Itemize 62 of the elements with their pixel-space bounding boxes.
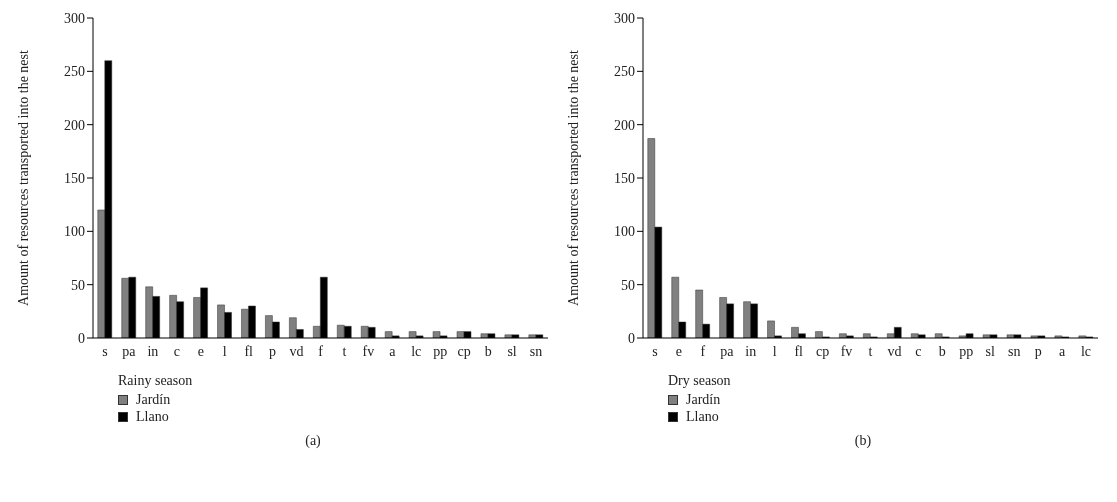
y-tick-label: 50: [621, 277, 635, 293]
y-tick-label: 300: [614, 10, 635, 26]
x-tick-label: sl: [985, 343, 996, 359]
x-tick-label: t: [868, 343, 873, 359]
y-tick-label: 250: [64, 64, 85, 80]
y-tick-label: 150: [64, 170, 85, 186]
x-tick-label: fv: [840, 343, 853, 359]
y-tick-label: 0: [78, 330, 85, 346]
legend-label: Jardín: [686, 391, 721, 408]
x-tick-label: s: [652, 343, 658, 359]
x-tick-label: p: [269, 343, 277, 359]
y-tick-label: 200: [64, 117, 85, 133]
legend-label: Llano: [136, 408, 169, 425]
y-tick-label: 0: [628, 330, 635, 346]
y-tick-label: 300: [64, 10, 85, 26]
x-tick-label: fl: [244, 343, 254, 359]
x-tick-label: p: [1034, 343, 1042, 359]
x-tick-label: in: [147, 343, 159, 359]
x-tick-label: c: [173, 343, 180, 359]
x-tick-label: fl: [794, 343, 804, 359]
x-tick-label: t: [342, 343, 347, 359]
x-tick-label: pa: [720, 343, 735, 359]
text: (a): [304, 433, 322, 449]
x-tick-label: sl: [507, 343, 517, 359]
x-tick-label: vd: [289, 343, 304, 359]
x-tick-label: pa: [122, 343, 137, 359]
y-tick-label: 200: [614, 117, 635, 133]
x-tick-label: l: [772, 343, 777, 359]
x-tick-label: vd: [887, 343, 902, 359]
y-tick-label: 100: [64, 224, 85, 240]
x-tick-label: pp: [959, 343, 974, 359]
y-tick-label: 100: [614, 224, 635, 240]
x-tick-label: b: [484, 343, 492, 359]
x-tick-label: fv: [362, 343, 375, 359]
x-tick-label: f: [700, 343, 706, 359]
y-axis-title: Amount of resources transported into the nest: [15, 49, 31, 306]
legend-title: Rainy season: [118, 373, 193, 389]
x-tick-label: cp: [457, 343, 471, 359]
x-tick-label: l: [222, 343, 227, 359]
x-tick-label: a: [1058, 343, 1066, 359]
x-tick-label: f: [318, 343, 324, 359]
x-tick-label: c: [915, 343, 922, 359]
x-tick-label: s: [102, 343, 108, 359]
legend-label: Jardín: [136, 391, 171, 408]
y-tick-label: 250: [614, 64, 635, 80]
x-tick-label: sn: [529, 343, 543, 359]
y-axis-title: Amount of resources transported into the nest: [565, 49, 581, 306]
y-tick-label: 50: [71, 277, 85, 293]
x-tick-label: b: [938, 343, 946, 359]
y-tick-label: 150: [614, 170, 635, 186]
legend-title: Dry season: [668, 373, 731, 389]
legend-label: Llano: [686, 408, 719, 425]
x-tick-label: sn: [1007, 343, 1021, 359]
text: (b): [853, 433, 873, 449]
x-tick-label: in: [745, 343, 757, 359]
x-tick-label: a: [389, 343, 397, 359]
x-tick-label: cp: [816, 343, 830, 359]
x-tick-label: e: [197, 343, 204, 359]
x-tick-label: e: [675, 343, 683, 359]
x-tick-label: pp: [433, 343, 448, 359]
x-tick-label: lc: [411, 343, 422, 359]
x-tick-label: lc: [1080, 343, 1092, 359]
